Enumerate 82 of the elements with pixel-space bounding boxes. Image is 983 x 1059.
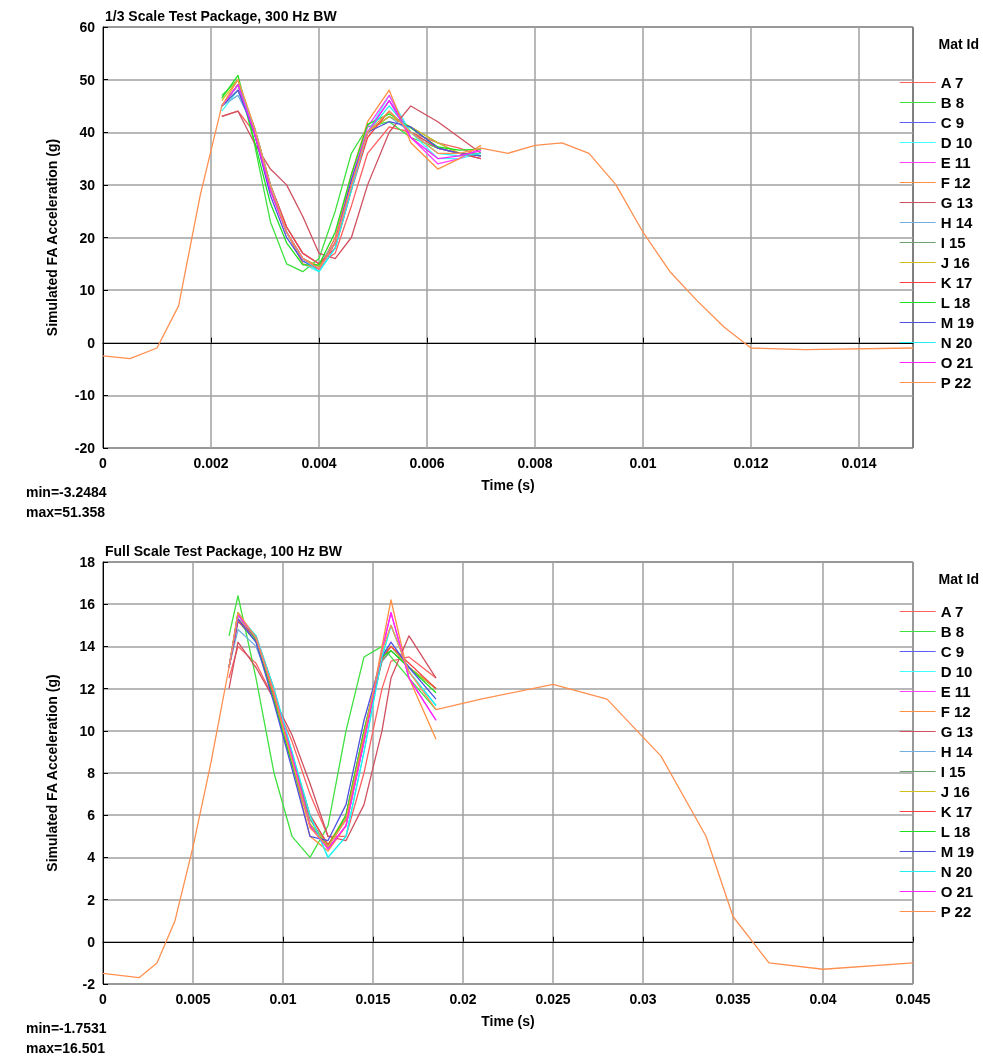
x-tick-label: 0.04 — [809, 991, 837, 1007]
x-tick-label: 0 — [99, 455, 108, 471]
legend-label: A 7 — [940, 74, 964, 91]
x-tick-label: 0.014 — [841, 455, 877, 471]
legend-label: I 15 — [940, 234, 966, 251]
legend-label: K 17 — [940, 803, 973, 820]
x-tick-label: 0.035 — [715, 991, 751, 1007]
legend-label: B 8 — [940, 623, 964, 640]
x-axis-title: Time (s) — [481, 1013, 535, 1029]
legend-label: D 10 — [940, 134, 973, 151]
x-tick-label: 0.03 — [629, 991, 657, 1007]
x-tick-label: 0.012 — [733, 455, 769, 471]
chart-title: 1/3 Scale Test Package, 300 Hz BW — [105, 8, 338, 24]
x-tick-label: 0.005 — [175, 991, 211, 1007]
legend-label: K 17 — [940, 274, 973, 291]
legend-label: J 16 — [940, 254, 970, 271]
text: max=16.501 — [26, 1040, 106, 1056]
x-tick-label: 0 — [99, 991, 108, 1007]
legend-label: M 19 — [940, 843, 975, 860]
legend-label: E 11 — [940, 683, 971, 700]
y-tick-label: 6 — [87, 807, 96, 824]
text: max=51.358 — [26, 504, 106, 520]
legend-label: D 10 — [940, 663, 973, 680]
y-tick-label: 0 — [87, 933, 96, 950]
legend-label: G 13 — [940, 723, 974, 740]
legend-label: L 18 — [940, 823, 971, 840]
legend-title: Mat Id — [938, 36, 980, 52]
y-tick-label: 10 — [79, 722, 96, 739]
y-tick-label: 2 — [87, 891, 96, 908]
legend-label: B 8 — [940, 94, 964, 111]
legend-label: C 9 — [940, 114, 964, 131]
legend-label: P 22 — [940, 903, 972, 920]
text: min=-1.7531 — [26, 1020, 107, 1036]
text: min=-3.2484 — [26, 484, 107, 500]
legend-label: I 15 — [940, 763, 966, 780]
legend-label: A 7 — [940, 603, 964, 620]
legend-label: O 21 — [940, 883, 974, 900]
y-tick-label: 16 — [79, 596, 96, 613]
legend-label: F 12 — [940, 703, 971, 720]
y-tick-label: 10 — [79, 282, 96, 299]
x-tick-label: 0.01 — [629, 455, 657, 471]
x-tick-label: 0.045 — [895, 991, 931, 1007]
legend-label: N 20 — [940, 863, 973, 880]
y-axis-title: Simulated FA Acceleration (g) — [44, 674, 60, 872]
y-axis-title: Simulated FA Acceleration (g) — [44, 138, 60, 337]
y-tick-label: 14 — [79, 638, 96, 655]
x-tick-label: 0.02 — [449, 991, 477, 1007]
y-tick-label: -10 — [74, 387, 96, 404]
legend-title: Mat Id — [938, 571, 980, 587]
y-tick-label: 12 — [79, 680, 96, 697]
y-tick-label: -20 — [74, 440, 96, 456]
chart-title: Full Scale Test Package, 100 Hz BW — [105, 543, 343, 559]
legend-label: G 13 — [940, 194, 974, 211]
x-tick-label: 0.002 — [193, 455, 229, 471]
x-tick-label: 0.015 — [355, 991, 391, 1007]
legend-label: J 16 — [940, 783, 970, 800]
y-tick-label: -2 — [82, 976, 96, 992]
legend-label: P 22 — [940, 374, 972, 391]
y-tick-label: 18 — [79, 554, 96, 570]
legend-label: L 18 — [940, 294, 971, 311]
legend-label: E 11 — [940, 154, 971, 171]
legend-label: N 20 — [940, 334, 973, 351]
legend-label: H 14 — [940, 743, 973, 760]
x-tick-label: 0.006 — [409, 455, 445, 471]
y-tick-label: 50 — [79, 71, 96, 88]
x-tick-label: 0.025 — [535, 991, 571, 1007]
y-tick-label: 40 — [79, 124, 96, 141]
x-tick-label: 0.01 — [269, 991, 297, 1007]
legend-label: F 12 — [940, 174, 971, 191]
x-axis-title: Time (s) — [481, 477, 535, 493]
legend-label: H 14 — [940, 214, 973, 231]
y-tick-label: 8 — [87, 765, 96, 781]
y-tick-label: 4 — [87, 849, 96, 866]
legend-label: O 21 — [940, 354, 974, 371]
legend-label: C 9 — [940, 643, 964, 660]
y-tick-label: 20 — [79, 229, 96, 246]
y-tick-label: 60 — [79, 19, 96, 35]
legend-label: M 19 — [940, 314, 975, 331]
x-tick-label: 0.004 — [301, 455, 337, 471]
x-tick-label: 0.008 — [517, 455, 553, 471]
y-tick-label: 30 — [79, 176, 96, 193]
y-tick-label: 0 — [87, 334, 96, 351]
